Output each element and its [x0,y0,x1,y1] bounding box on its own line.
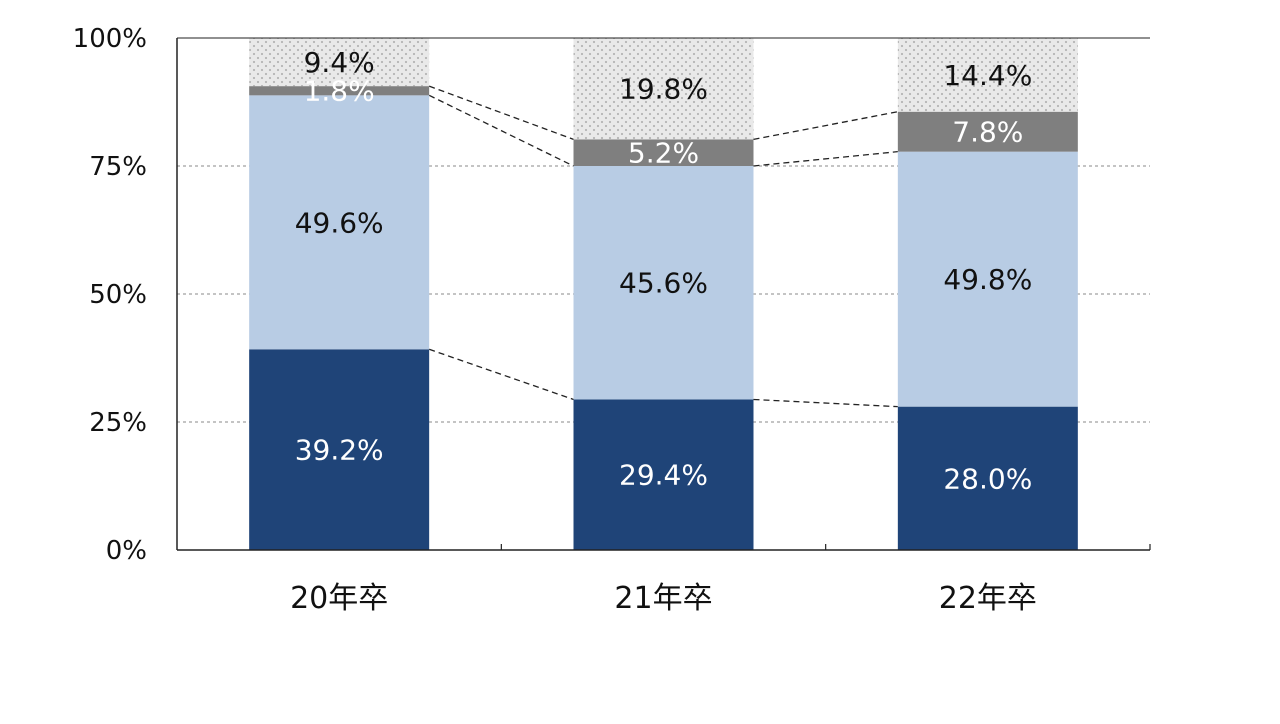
connector-line-0-2 [428,94,574,167]
bar-s2-0 [249,95,430,350]
bar-s4-1 [573,38,754,140]
data-label-s3-0: 1.8% [304,75,375,108]
data-label-s2-0: 49.6% [295,206,384,239]
data-label-s2-2: 49.8% [943,263,1032,296]
y-tick-label-50: 50% [89,280,147,310]
data-label-s3-2: 7.8% [952,116,1023,149]
bar-s4-2 [897,38,1078,112]
y-tick-label-75: 75% [89,152,147,182]
category-label-1: 21年卒 [614,581,712,616]
data-label-s2-1: 45.6% [619,267,708,300]
category-label-2: 22年卒 [939,581,1037,616]
y-tick-label-100: 100% [73,24,147,54]
data-label-s1-1: 29.4% [619,459,708,492]
bars [249,38,1078,550]
data-label-s1-2: 28.0% [943,462,1032,495]
bar-s1-0 [249,349,430,550]
bar-s2-2 [897,151,1078,407]
connector-line-1-3 [753,111,898,141]
connector-line-0-1 [428,348,574,401]
labels: 0% 25% 50% 75% 100% 20年卒 21年卒 22年卒 39.2% 49.6% 1.8… [73,24,1037,616]
data-label-s4-0: 9.4% [304,46,375,79]
category-label-0: 20年卒 [290,581,388,616]
bar-s1-1 [573,399,754,550]
bar-s3-0 [249,86,430,96]
connector-line-0-3 [428,85,574,140]
y-tick-label-25: 25% [89,408,147,438]
data-label-s1-0: 39.2% [295,434,384,467]
connector-lines [428,85,898,408]
axes [176,37,1151,551]
data-label-s4-1: 19.8% [619,73,708,106]
bar-s1-2 [897,406,1078,550]
bar-s2-1 [573,166,754,400]
y-tick-label-0: 0% [106,536,147,566]
data-label-s4-2: 14.4% [943,59,1032,92]
bar-s3-1 [573,139,754,166]
connector-line-1-2 [753,151,898,167]
data-label-s3-1: 5.2% [628,137,699,170]
connector-line-1-1 [753,398,898,408]
bar-s4-0 [249,38,430,87]
bar-s3-2 [897,111,1078,152]
